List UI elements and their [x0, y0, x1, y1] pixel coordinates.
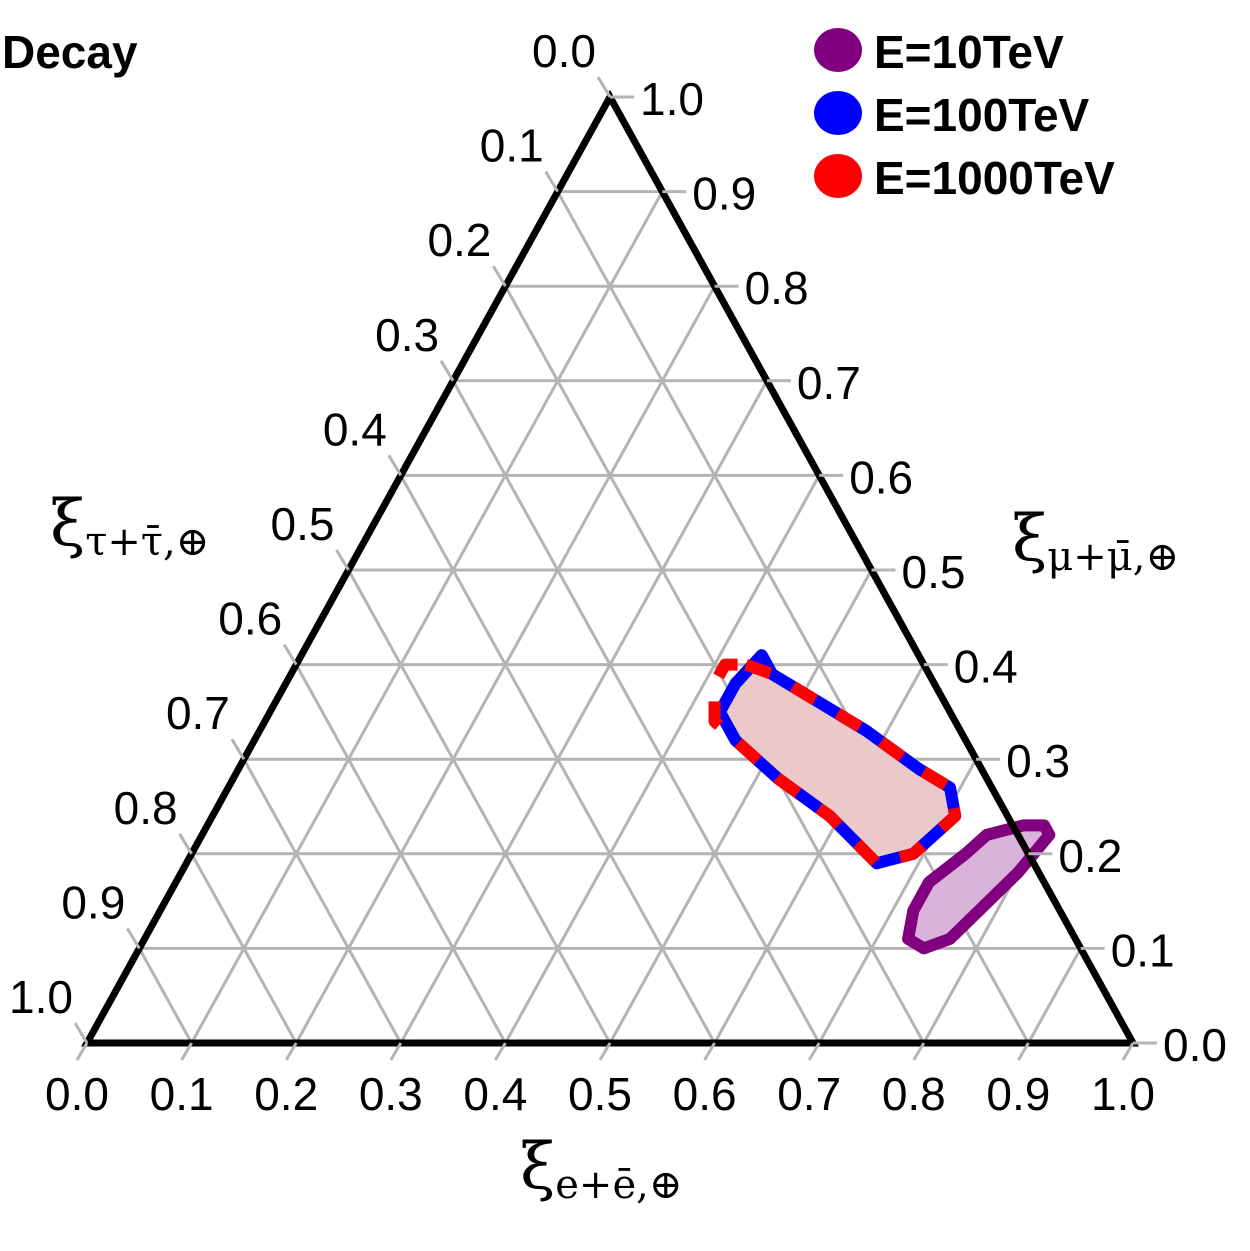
left-tick-label: 0.1 — [480, 120, 544, 172]
x-tick-label: 0.3 — [359, 1068, 423, 1120]
chart-title: Decay — [2, 26, 138, 78]
right-tick-label: 0.9 — [692, 168, 756, 220]
x-tick-label: 0.4 — [463, 1068, 527, 1120]
grid-line — [347, 569, 612, 1044]
left-axis-label: ξτ+τ̄,⊕ — [50, 487, 209, 565]
tick-mark — [492, 265, 507, 287]
left-tick-label: 1.0 — [9, 971, 73, 1023]
x-tick-label: 0.5 — [568, 1068, 632, 1120]
right-tick-label: 0.4 — [954, 641, 1018, 693]
x-tick-label: 1.0 — [1091, 1068, 1155, 1120]
left-tick-label: 0.2 — [427, 214, 491, 266]
tick-mark — [335, 549, 350, 571]
tick-mark — [703, 1042, 716, 1061]
grid-line — [190, 853, 298, 1044]
tick-mark — [230, 738, 246, 760]
tick-mark — [126, 927, 141, 950]
legend-marker-100tev — [814, 91, 862, 135]
legend-label: E=10TeV — [874, 26, 1064, 78]
grid-line — [608, 569, 873, 1044]
right-tick-label: 1.0 — [640, 73, 704, 125]
right-tick-label: 0.3 — [1006, 735, 1070, 787]
tick-mark — [73, 1022, 89, 1044]
tick-mark — [1121, 1042, 1135, 1061]
left-tick-label: 0.4 — [323, 403, 387, 455]
grid-line — [242, 758, 403, 1044]
x-tick-label: 0.8 — [882, 1068, 946, 1120]
left-tick-label: 0.8 — [114, 782, 178, 834]
legend-label: E=1000TeV — [874, 152, 1115, 204]
legend-item: E=100TeV — [814, 89, 1090, 141]
grid-line — [1027, 947, 1083, 1044]
grid — [137, 190, 1083, 1044]
left-tick-label: 0.5 — [271, 498, 335, 550]
right-tick-label: 0.8 — [745, 262, 809, 314]
left-tick-label: 0.7 — [166, 687, 230, 739]
left-tick-label: 0.9 — [61, 876, 125, 928]
right-tick-label: 0.0 — [1163, 1019, 1227, 1071]
grid-line — [451, 380, 821, 1044]
tick-mark — [544, 170, 559, 193]
right-tick-label: 0.6 — [849, 451, 913, 503]
tick-mark — [389, 1042, 403, 1061]
tick-mark — [494, 1042, 507, 1061]
right-axis-label: ξμ+μ̄,⊕ — [1012, 502, 1179, 580]
grid-line — [137, 947, 193, 1044]
grid-line — [294, 663, 507, 1044]
tick-mark — [284, 1042, 298, 1061]
x-tick-label: 0.0 — [45, 1068, 109, 1120]
grid-line — [399, 380, 769, 1044]
tick-mark — [178, 833, 193, 855]
tick-mark — [75, 1042, 89, 1061]
left-tick-label: 0.0 — [532, 25, 596, 77]
x-tick-label: 0.1 — [150, 1068, 214, 1120]
tick-mark — [596, 76, 612, 98]
legend-item: E=10TeV — [814, 26, 1064, 78]
x-tick-label: 0.2 — [254, 1068, 318, 1120]
x-tick-label: 0.6 — [673, 1068, 737, 1120]
grid-line — [190, 190, 664, 1044]
contour-regions — [708, 649, 1056, 955]
tick-mark — [598, 1042, 612, 1061]
grid-line — [713, 663, 926, 1044]
x-axis-label: ξe+ē,⊕ — [520, 1130, 682, 1208]
tick-mark — [387, 454, 403, 477]
legend-marker-1000tev — [814, 154, 862, 198]
contour-region — [708, 658, 962, 870]
right-tick-label: 0.1 — [1111, 924, 1175, 976]
tick-mark — [180, 1042, 193, 1061]
tick-mark — [912, 1042, 926, 1061]
legend-label: E=100TeV — [874, 89, 1090, 141]
right-tick-label: 0.5 — [902, 546, 966, 598]
x-tick-label: 0.9 — [986, 1068, 1050, 1120]
x-tick-label: 0.7 — [777, 1068, 841, 1120]
left-tick-label: 0.3 — [375, 309, 439, 361]
legend-item: E=1000TeV — [814, 152, 1115, 204]
tick-mark — [1017, 1042, 1030, 1061]
right-tick-label: 0.7 — [797, 357, 861, 409]
left-tick-label: 0.6 — [218, 593, 282, 645]
tick-mark — [439, 360, 455, 382]
tick-mark — [807, 1042, 821, 1061]
right-tick-label: 0.2 — [1058, 830, 1122, 882]
tick-mark — [282, 643, 298, 666]
legend-marker-10tev — [814, 28, 862, 72]
tick-labels: 0.0 0.1 0.2 0.3 0.4 0.5 0.6 0.7 0.8 0.9 1.00.00.10… — [9, 25, 1227, 1120]
legend: E=10TeV E=100TeV E=1000TeV — [814, 26, 1115, 204]
